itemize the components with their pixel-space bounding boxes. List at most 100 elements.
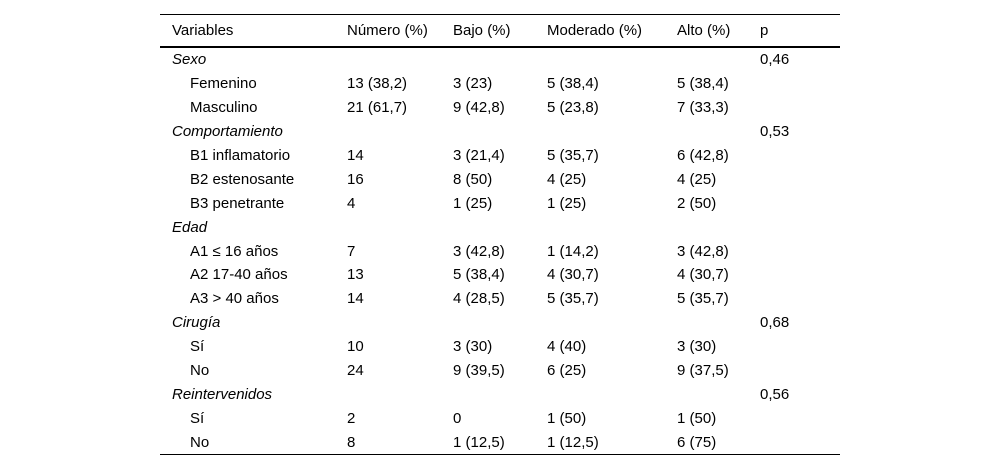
alto-cell <box>677 311 760 335</box>
row-label-cell: Cirugía <box>172 314 221 332</box>
row-label-cell: Comportamiento <box>172 123 283 141</box>
p-cell <box>760 430 840 454</box>
table-row: B3 penetrante 4 1 (25) 1 (25) 2 (50) <box>160 191 840 215</box>
moderado-cell: 4 (40) <box>547 338 587 356</box>
bajo-cell: 3 (23) <box>453 75 493 93</box>
statistics-table: Variables Número (%) Bajo (%) Moderado (… <box>160 14 840 456</box>
p-cell <box>760 144 840 168</box>
alto-cell: 1 (50) <box>677 409 717 427</box>
table-header: Variables Número (%) Bajo (%) Moderado (… <box>160 14 840 48</box>
numero-cell: 21 (61,7) <box>347 99 408 117</box>
bajo-cell: 9 (42,8) <box>453 99 505 117</box>
table-row: Reintervenidos 0,56 <box>160 382 840 406</box>
statistics-table-container: Variables Número (%) Bajo (%) Moderado (… <box>160 14 840 456</box>
bajo-cell <box>453 120 547 144</box>
row-label-cell: Sí <box>190 409 205 427</box>
moderado-cell: 5 (35,7) <box>547 147 599 164</box>
alto-cell: 7 (33,3) <box>677 99 729 117</box>
bajo-cell: 5 (38,4) <box>453 266 505 284</box>
p-cell <box>760 215 840 239</box>
moderado-cell: 5 (23,8) <box>547 99 599 117</box>
alto-cell <box>677 120 760 144</box>
moderado-cell: 4 (25) <box>547 170 587 188</box>
table-header-row: Variables Número (%) Bajo (%) Moderado (… <box>160 14 840 48</box>
bajo-cell: 3 (42,8) <box>453 242 505 260</box>
moderado-cell: 6 (25) <box>547 362 587 380</box>
row-label-cell: Edad <box>172 218 208 236</box>
p-cell <box>760 239 840 263</box>
table-row: Cirugía 0,68 <box>160 311 840 335</box>
numero-cell: 14 <box>347 290 364 308</box>
moderado-cell: 1 (12,5) <box>547 433 599 451</box>
numero-cell: 24 <box>347 362 364 380</box>
bajo-cell <box>453 382 547 406</box>
p-cell <box>760 96 840 120</box>
col-header-moderado: Moderado (%) <box>547 14 677 48</box>
moderado-cell <box>547 215 677 239</box>
row-label-cell: A3 > 40 años <box>190 290 279 308</box>
numero-cell: 2 <box>347 409 356 427</box>
table-row: Masculino 21 (61,7) 9 (42,8) 5 (23,8) 7 (33,… <box>160 96 840 120</box>
p-cell: 0,56 <box>760 385 790 403</box>
moderado-cell <box>547 382 677 406</box>
numero-cell <box>347 120 453 144</box>
numero-cell: 14 <box>347 147 364 164</box>
bajo-cell: 8 (50) <box>453 170 493 188</box>
bajo-cell: 4 (28,5) <box>453 290 505 308</box>
p-cell: 0,53 <box>760 123 790 141</box>
p-cell: 0,68 <box>760 314 790 332</box>
table-row: Sexo 0,46 <box>160 47 840 72</box>
bajo-cell: 1 (25) <box>453 194 493 212</box>
bajo-cell <box>453 311 547 335</box>
p-cell <box>760 359 840 383</box>
row-label-cell: B1 inflamatorio <box>190 147 291 164</box>
table-row: A3 > 40 años 14 4 (28,5) 5 (35,7) 5 (35,7) <box>160 287 840 311</box>
table-row: Femenino 13 (38,2) 3 (23) 5 (38,4) 5 (38,4) <box>160 72 840 96</box>
numero-cell: 13 (38,2) <box>347 75 408 93</box>
numero-cell: 4 <box>347 194 356 212</box>
alto-cell: 6 (42,8) <box>677 147 729 164</box>
row-label-cell: Reintervenidos <box>172 385 273 403</box>
alto-cell: 4 (25) <box>677 170 717 188</box>
bajo-cell <box>453 47 547 72</box>
p-cell <box>760 72 840 96</box>
p-cell <box>760 263 840 287</box>
table-body: Sexo 0,46 Femenino 13 (38,2) 3 (23) 5 (38,4) 5… <box>160 47 840 455</box>
bajo-cell: 1 (12,5) <box>453 433 505 451</box>
p-cell <box>760 335 840 359</box>
moderado-cell <box>547 120 677 144</box>
numero-cell: 10 <box>347 338 364 356</box>
row-label-cell: No <box>190 362 210 380</box>
bajo-cell: 9 (39,5) <box>453 362 505 380</box>
table-row: No 24 9 (39,5) 6 (25) 9 (37,5) <box>160 359 840 383</box>
p-cell <box>760 167 840 191</box>
p-cell: 0,46 <box>760 51 790 69</box>
row-label-cell: Masculino <box>190 99 258 117</box>
row-label-cell: Sexo <box>172 51 207 69</box>
row-label-cell: B2 estenosante <box>190 170 295 188</box>
table-row: Edad <box>160 215 840 239</box>
table-row: A1 ≤ 16 años 7 3 (42,8) 1 (14,2) 3 (42,8) <box>160 239 840 263</box>
bajo-cell: 3 (21,4) <box>453 147 505 164</box>
numero-cell: 8 <box>347 433 356 451</box>
moderado-cell: 4 (30,7) <box>547 266 599 284</box>
table-row: No 8 1 (12,5) 1 (12,5) 6 (75) <box>160 430 840 454</box>
col-header-bajo: Bajo (%) <box>453 14 547 48</box>
moderado-cell <box>547 47 677 72</box>
bajo-cell: 0 <box>453 409 462 427</box>
row-label-cell: Sí <box>190 338 205 356</box>
alto-cell: 6 (75) <box>677 433 717 451</box>
row-label-cell: A2 17-40 años <box>190 266 288 284</box>
moderado-cell: 1 (14,2) <box>547 242 599 260</box>
numero-cell <box>347 311 453 335</box>
numero-cell: 7 <box>347 242 356 260</box>
row-label-cell: Femenino <box>190 75 257 93</box>
moderado-cell <box>547 311 677 335</box>
col-header-variables: Variables <box>160 14 347 48</box>
bajo-cell: 3 (30) <box>453 338 493 356</box>
col-header-numero: Número (%) <box>347 14 453 48</box>
p-cell <box>760 191 840 215</box>
numero-cell <box>347 47 453 72</box>
alto-cell: 3 (30) <box>677 338 717 356</box>
